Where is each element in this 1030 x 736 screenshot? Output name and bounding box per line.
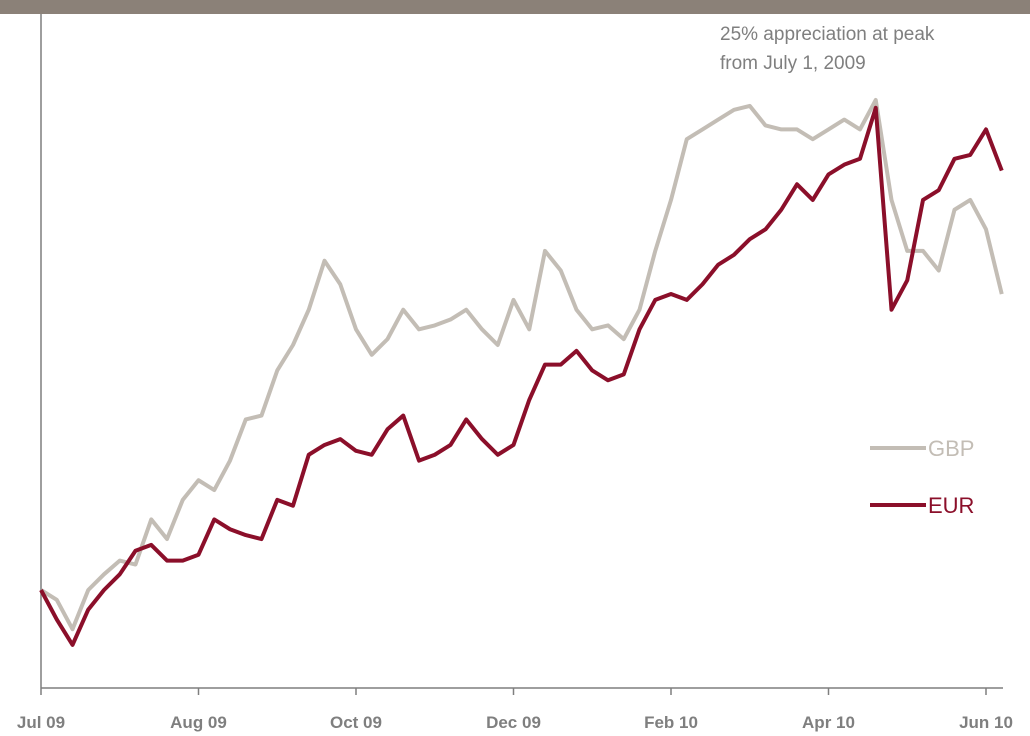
- x-tick-label: Feb 10: [644, 713, 698, 732]
- series-line: [39, 98, 1004, 632]
- x-tick-label: Aug 09: [170, 713, 227, 732]
- annotation: from July 1, 2009: [720, 53, 866, 74]
- x-tick-label: Jun 10: [959, 713, 1013, 732]
- legend-label: EUR: [928, 493, 974, 518]
- x-tick-label: Jul 09: [17, 713, 65, 732]
- header-band: [0, 0, 1030, 14]
- legend-label: GBP: [928, 436, 974, 461]
- x-tick-label: Dec 09: [486, 713, 541, 732]
- x-tick-label: Apr 10: [802, 713, 855, 732]
- series-line: [39, 105, 1004, 647]
- annotation: 25% appreciation at peak: [720, 24, 935, 45]
- x-tick-label: Oct 09: [330, 713, 382, 732]
